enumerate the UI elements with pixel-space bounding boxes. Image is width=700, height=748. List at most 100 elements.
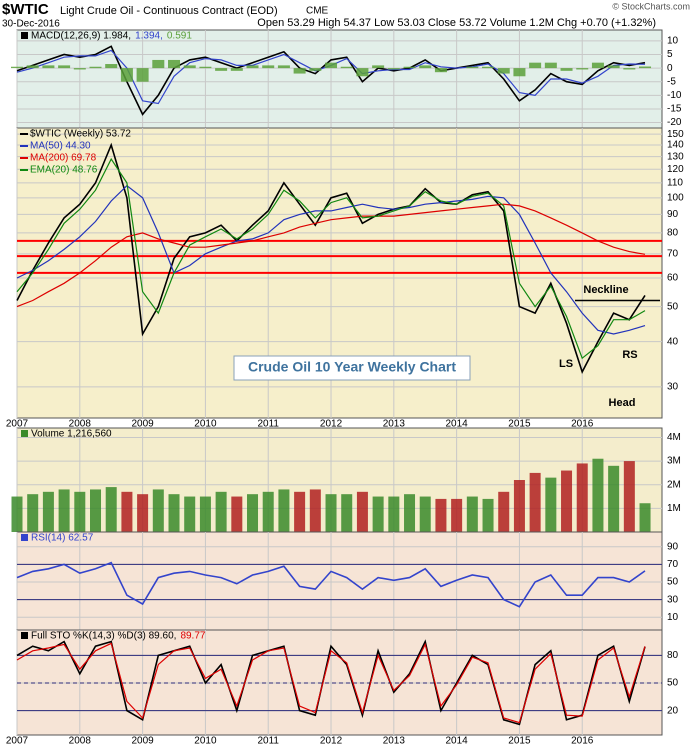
annotation: Head (609, 397, 636, 409)
histogram-bar (356, 68, 369, 77)
legend-entry: 89.77 (180, 631, 205, 642)
y-tick-label: 10 (667, 36, 679, 47)
x-tick-label: 2013 (383, 419, 406, 430)
series-line (16, 642, 646, 724)
y-tick-label: 90 (667, 209, 679, 220)
histogram-bar (340, 66, 353, 69)
x-tick-label: 2012 (320, 419, 343, 430)
series-line (16, 561, 646, 608)
annotation: RS (622, 349, 637, 361)
y-tick-label: 40 (667, 336, 679, 347)
y-tick-label: 50 (667, 301, 679, 312)
x-tick-label: 2012 (320, 736, 343, 747)
volume-bar (325, 494, 337, 532)
volume-bar (27, 494, 39, 532)
y-tick-label: 20 (667, 705, 679, 716)
legend-entry: Full STO %K(14,3) %D(3) 89.60, (31, 631, 176, 642)
histogram-bar (58, 65, 71, 69)
legend-swatch (21, 534, 28, 541)
y-tick-label: 70 (667, 248, 679, 259)
volume-bar (435, 498, 447, 532)
x-tick-label: 2016 (571, 736, 594, 747)
y-tick-label: 100 (667, 192, 684, 203)
y-tick-label: 30 (667, 594, 679, 605)
annotation-box (233, 355, 471, 381)
histogram-bar (246, 65, 259, 69)
y-tick-label: 70 (667, 559, 679, 570)
volume-bar (121, 491, 133, 532)
volume-bar (105, 487, 117, 532)
annotation: Crude Oil 10 Year Weekly Chart (248, 359, 456, 375)
x-tick-label: 2011 (257, 419, 279, 430)
volume-bar (592, 458, 604, 532)
y-tick-label: -15 (667, 104, 682, 115)
volume-bar (309, 489, 321, 532)
symbol: $WTIC (2, 1, 49, 18)
histogram-bar (120, 68, 133, 82)
volume-bar (11, 496, 23, 532)
histogram-bar (73, 68, 86, 70)
histogram-bar (325, 62, 338, 69)
y-tick-label: 150 (667, 129, 684, 140)
histogram-bar (639, 66, 652, 69)
series-line (16, 142, 646, 374)
legend-entry: MACD(12,26,9) 1.984, (31, 31, 131, 42)
histogram-bar (230, 68, 243, 71)
histogram-bar (152, 59, 165, 69)
instrument-name: Light Crude Oil - Continuous Contract (E… (60, 5, 278, 17)
y-tick-label: 4M (667, 432, 681, 443)
legend-entry: RSI(14) 62.57 (31, 533, 94, 544)
x-tick-label: 2014 (446, 736, 469, 747)
volume-bar (42, 491, 54, 532)
legend-swatch (21, 430, 28, 437)
volume-bar (247, 494, 259, 532)
histogram-bar (105, 64, 118, 69)
x-tick-label: 2009 (131, 736, 154, 747)
x-tick-label: 2011 (257, 736, 279, 747)
x-tick-label: 2015 (508, 736, 531, 747)
histogram-bar (434, 68, 447, 73)
y-tick-label: 90 (667, 541, 679, 552)
volume-bar (262, 491, 274, 532)
legend-swatch (21, 32, 28, 39)
volume-bar (152, 489, 164, 532)
histogram-bar (419, 65, 432, 69)
volume-bar (278, 489, 290, 532)
y-tick-label: -20 (667, 117, 682, 128)
series-line (16, 157, 646, 360)
histogram-bar (372, 65, 385, 69)
credit: © StockCharts.com (612, 1, 690, 11)
annotation: Neckline (583, 284, 628, 296)
volume-bar (231, 496, 243, 532)
volume-bar (356, 491, 368, 532)
legend-entry: 0.591 (167, 31, 192, 42)
y-tick-label: 5 (667, 49, 673, 60)
y-tick-label: 50 (667, 577, 679, 588)
y-tick-label: 120 (667, 164, 684, 175)
y-tick-label: 80 (667, 650, 679, 661)
histogram-bar (560, 68, 573, 71)
volume-bar (529, 472, 541, 532)
histogram-bar (544, 62, 557, 69)
x-tick-label: 2008 (69, 419, 92, 430)
x-tick-label: 2010 (194, 419, 217, 430)
histogram-bar (183, 65, 196, 69)
y-tick-label: 50 (667, 678, 679, 689)
histogram-bar (607, 65, 620, 69)
legend-entry: EMA(20) 48.76 (30, 165, 98, 176)
volume-bar (608, 465, 620, 532)
y-tick-label: 110 (667, 177, 683, 188)
legend-entry: MA(200) 69.78 (30, 153, 97, 164)
volume-bar (137, 494, 149, 532)
date: 30-Dec-2016 (2, 19, 60, 30)
volume-bar (576, 463, 588, 532)
histogram-bar (42, 65, 55, 69)
x-tick-label: 2007 (6, 419, 29, 430)
legend-swatch (21, 632, 28, 639)
x-tick-label: 2015 (508, 419, 531, 430)
histogram-bar (11, 66, 23, 69)
volume-bar (466, 496, 478, 532)
y-tick-label: 3M (667, 456, 681, 467)
y-tick-label: -10 (667, 90, 682, 101)
histogram-bar (136, 68, 149, 82)
